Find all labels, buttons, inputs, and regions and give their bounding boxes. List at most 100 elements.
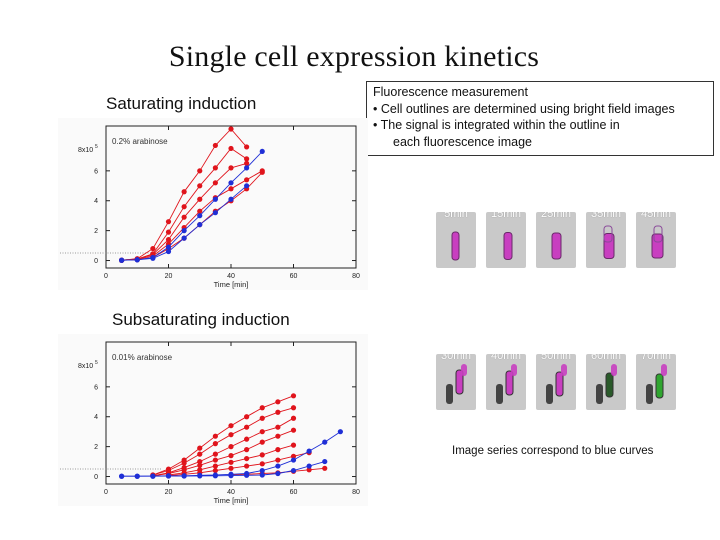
data-point-red-4 [244, 177, 250, 183]
series-line-blue-2 [121, 461, 325, 477]
data-point-blue-1 [259, 467, 265, 474]
data-point-red-5 [212, 463, 218, 469]
series-line-red-4 [121, 170, 263, 261]
cell-shape [646, 364, 667, 404]
data-point-blue-1 [322, 439, 328, 445]
y-axis-exponent: 5 [95, 360, 98, 366]
data-point-red-6 [244, 463, 250, 469]
x-tick-label: 0 [104, 489, 108, 496]
time-label: 25min [541, 212, 571, 220]
time-label: 45min [641, 212, 671, 220]
section-label-subsaturating: Subsaturating induction [112, 310, 290, 329]
chart-annotation: 0.01% arabinose [112, 353, 173, 362]
info-bullet-2: • The signal is integrated within the ou… [373, 118, 620, 132]
cell-image: 15min [486, 212, 526, 268]
cell-image: 40min [486, 354, 526, 410]
data-point-red-3 [212, 180, 218, 186]
data-point-red-7 [306, 467, 312, 473]
data-point-red-1 [212, 433, 218, 439]
series-line-red-4 [152, 429, 294, 477]
data-point-red-3 [275, 424, 281, 430]
x-tick-label: 60 [290, 273, 298, 280]
data-point-red-6 [228, 465, 234, 471]
data-point-red-1 [197, 445, 203, 451]
data-point-red-2 [290, 405, 297, 411]
data-point-red-1 [244, 144, 250, 150]
y-tick-label: 6 [94, 168, 98, 175]
data-point-blue-2 [275, 470, 281, 477]
data-point-red-2 [228, 432, 234, 438]
data-point-red-1 [212, 142, 218, 149]
data-point-blue-2 [228, 196, 234, 202]
data-point-red-6 [275, 457, 281, 463]
info-heading: Fluorescence measurement [373, 85, 528, 99]
cell-shape [446, 364, 467, 404]
data-point-red-5 [259, 169, 265, 175]
x-axis-label: Time [min] [214, 280, 249, 289]
data-point-red-3 [228, 444, 234, 450]
data-point-blue-2 [134, 257, 140, 263]
data-point-red-7 [322, 465, 328, 471]
data-point-red-3 [197, 458, 203, 465]
series-line-red-1 [152, 395, 294, 476]
time-label: 60min [591, 354, 621, 362]
series-line-red-6 [168, 452, 310, 477]
data-point-blue-2 [134, 473, 140, 479]
data-point-red-1 [165, 219, 172, 225]
data-point-red-1 [259, 405, 265, 411]
data-point-red-2 [244, 156, 250, 162]
data-point-blue-2 [197, 222, 203, 228]
data-point-blue-1 [337, 429, 343, 435]
data-point-red-6 [259, 461, 265, 467]
image-caption: Image series correspond to blue curves [452, 445, 654, 457]
cell-image: 30min [436, 354, 476, 410]
cell-shape [503, 232, 513, 260]
cell-shape [496, 364, 517, 404]
data-point-blue-1 [275, 463, 281, 469]
data-point-red-2 [275, 409, 281, 415]
cell-shape [451, 231, 460, 261]
series-line-blue-1 [121, 151, 263, 261]
data-point-red-1 [228, 126, 234, 132]
data-point-blue-2 [119, 257, 125, 263]
time-label: 35min [591, 212, 621, 220]
chart-annotation: 0.2% arabinose [112, 137, 168, 146]
data-point-blue-1 [181, 228, 187, 234]
y-axis-label: 8x10 [78, 363, 93, 370]
data-point-blue-2 [165, 473, 172, 479]
series-line-red-3 [152, 417, 294, 477]
data-point-red-2 [181, 460, 187, 466]
data-point-red-4 [259, 439, 265, 445]
x-tick-label: 40 [227, 489, 235, 496]
data-point-red-6 [212, 467, 218, 474]
data-point-red-2 [259, 415, 265, 421]
x-tick-label: 0 [104, 273, 108, 280]
data-point-red-2 [212, 165, 218, 171]
data-point-red-4 [275, 433, 281, 439]
data-point-red-2 [228, 145, 234, 152]
data-point-blue-2 [181, 473, 187, 479]
x-tick-label: 40 [227, 273, 235, 280]
data-point-blue-1 [290, 457, 297, 463]
y-tick-label: 6 [94, 384, 98, 391]
data-point-red-3 [244, 436, 250, 442]
cell-image: 70min [636, 354, 676, 410]
x-tick-label: 20 [165, 489, 173, 496]
data-point-red-4 [197, 208, 203, 214]
data-point-blue-2 [212, 473, 218, 479]
data-point-blue-2 [259, 472, 265, 478]
x-axis-label: Time [min] [214, 496, 249, 505]
data-point-red-3 [228, 165, 234, 171]
cell-shape [551, 232, 562, 260]
data-point-blue-1 [212, 196, 218, 202]
series-line-blue-2 [121, 185, 247, 261]
data-point-red-3 [197, 196, 203, 202]
data-point-red-4 [228, 186, 234, 192]
data-point-red-4 [290, 427, 297, 433]
data-point-red-3 [165, 237, 172, 243]
data-point-red-1 [290, 393, 297, 399]
cell-image: 25min [536, 212, 576, 268]
data-point-blue-1 [165, 244, 172, 250]
data-point-red-2 [197, 451, 203, 457]
cell-image: 45min [636, 212, 676, 268]
